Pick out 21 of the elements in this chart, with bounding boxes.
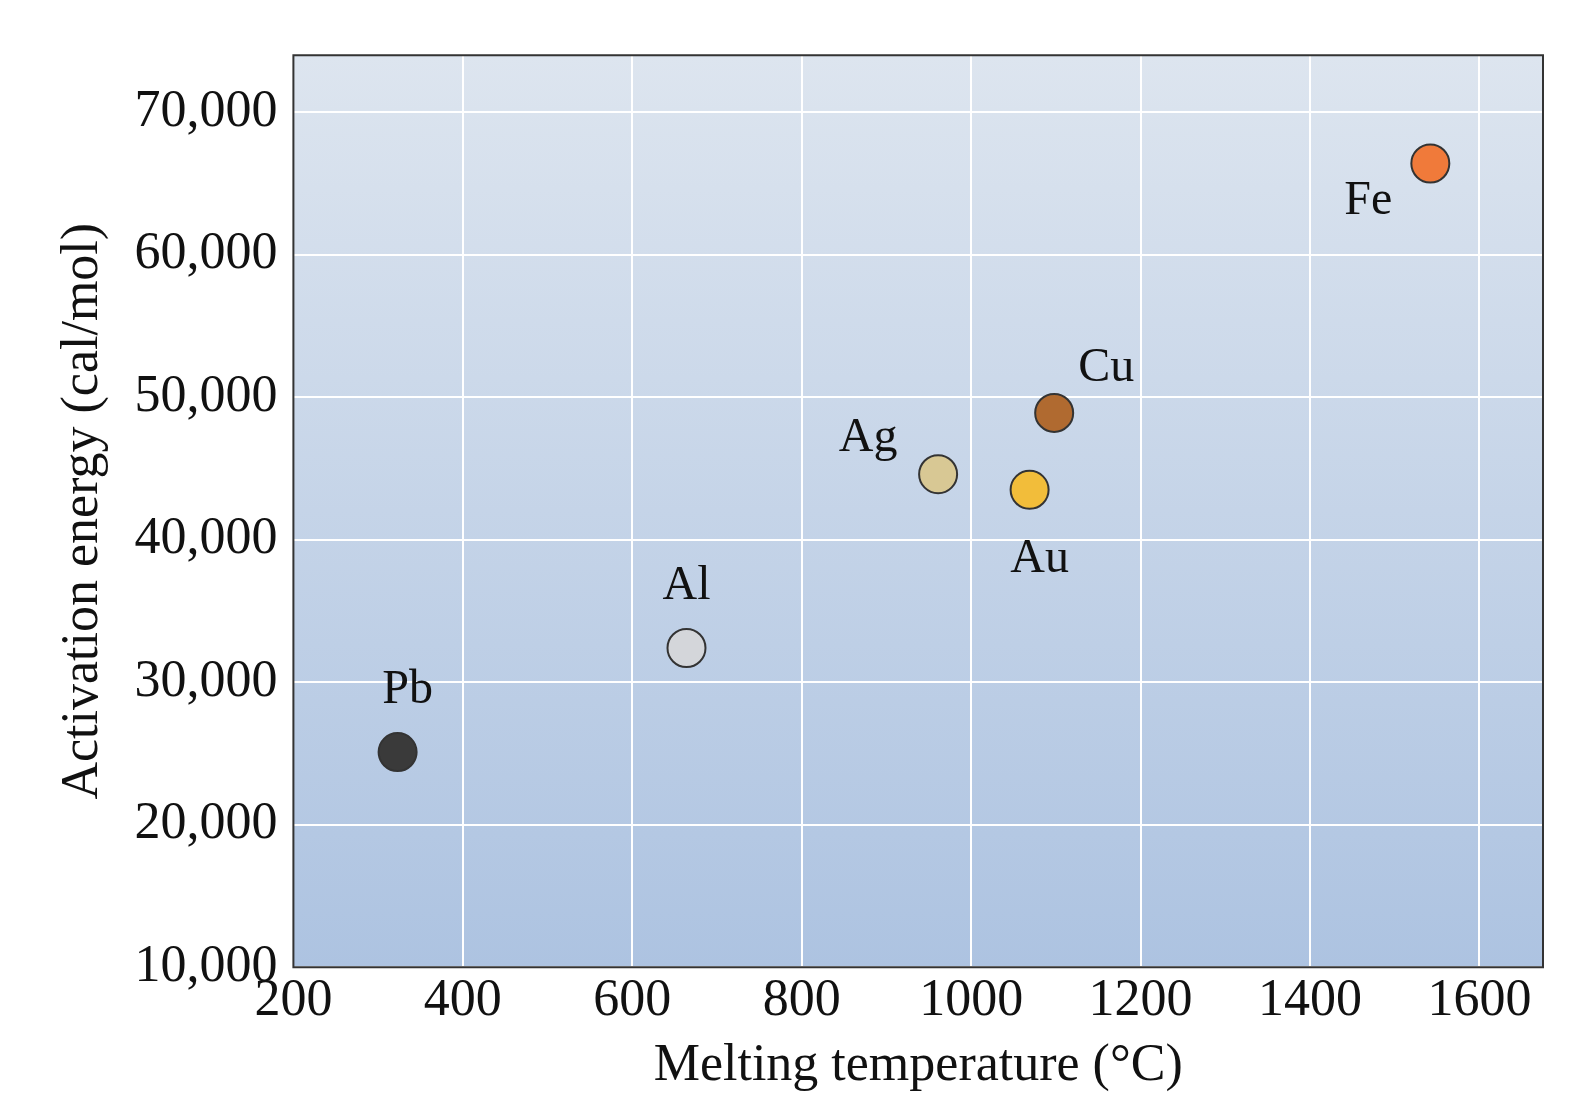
series-label: Pb — [382, 659, 433, 713]
y-tick-label: 40,000 — [134, 507, 278, 565]
series-label: Fe — [1344, 171, 1393, 225]
x-tick-label: 1400 — [1258, 969, 1363, 1027]
x-tick-label: 800 — [762, 969, 841, 1027]
x-axis-title: Melting temperature (°C) — [653, 1034, 1183, 1093]
series-label: Cu — [1078, 338, 1135, 392]
y-tick-label: 30,000 — [134, 649, 278, 707]
x-tick-label: 400 — [423, 969, 502, 1027]
y-tick-label: 70,000 — [134, 79, 278, 137]
y-tick-label: 60,000 — [134, 222, 278, 280]
y-axis-title: Activation energy (cal/mol) — [50, 222, 109, 800]
x-tick-label: 1600 — [1427, 969, 1532, 1027]
series-label: Au — [1010, 529, 1069, 583]
x-tick-label: 1000 — [919, 969, 1024, 1027]
x-tick-label: 1200 — [1088, 969, 1193, 1027]
series-label: Ag — [838, 407, 898, 461]
y-tick-label: 50,000 — [134, 364, 278, 422]
y-tick-label: 20,000 — [134, 792, 278, 850]
series-label: Al — [662, 555, 711, 609]
x-tick-label: 600 — [593, 969, 672, 1027]
